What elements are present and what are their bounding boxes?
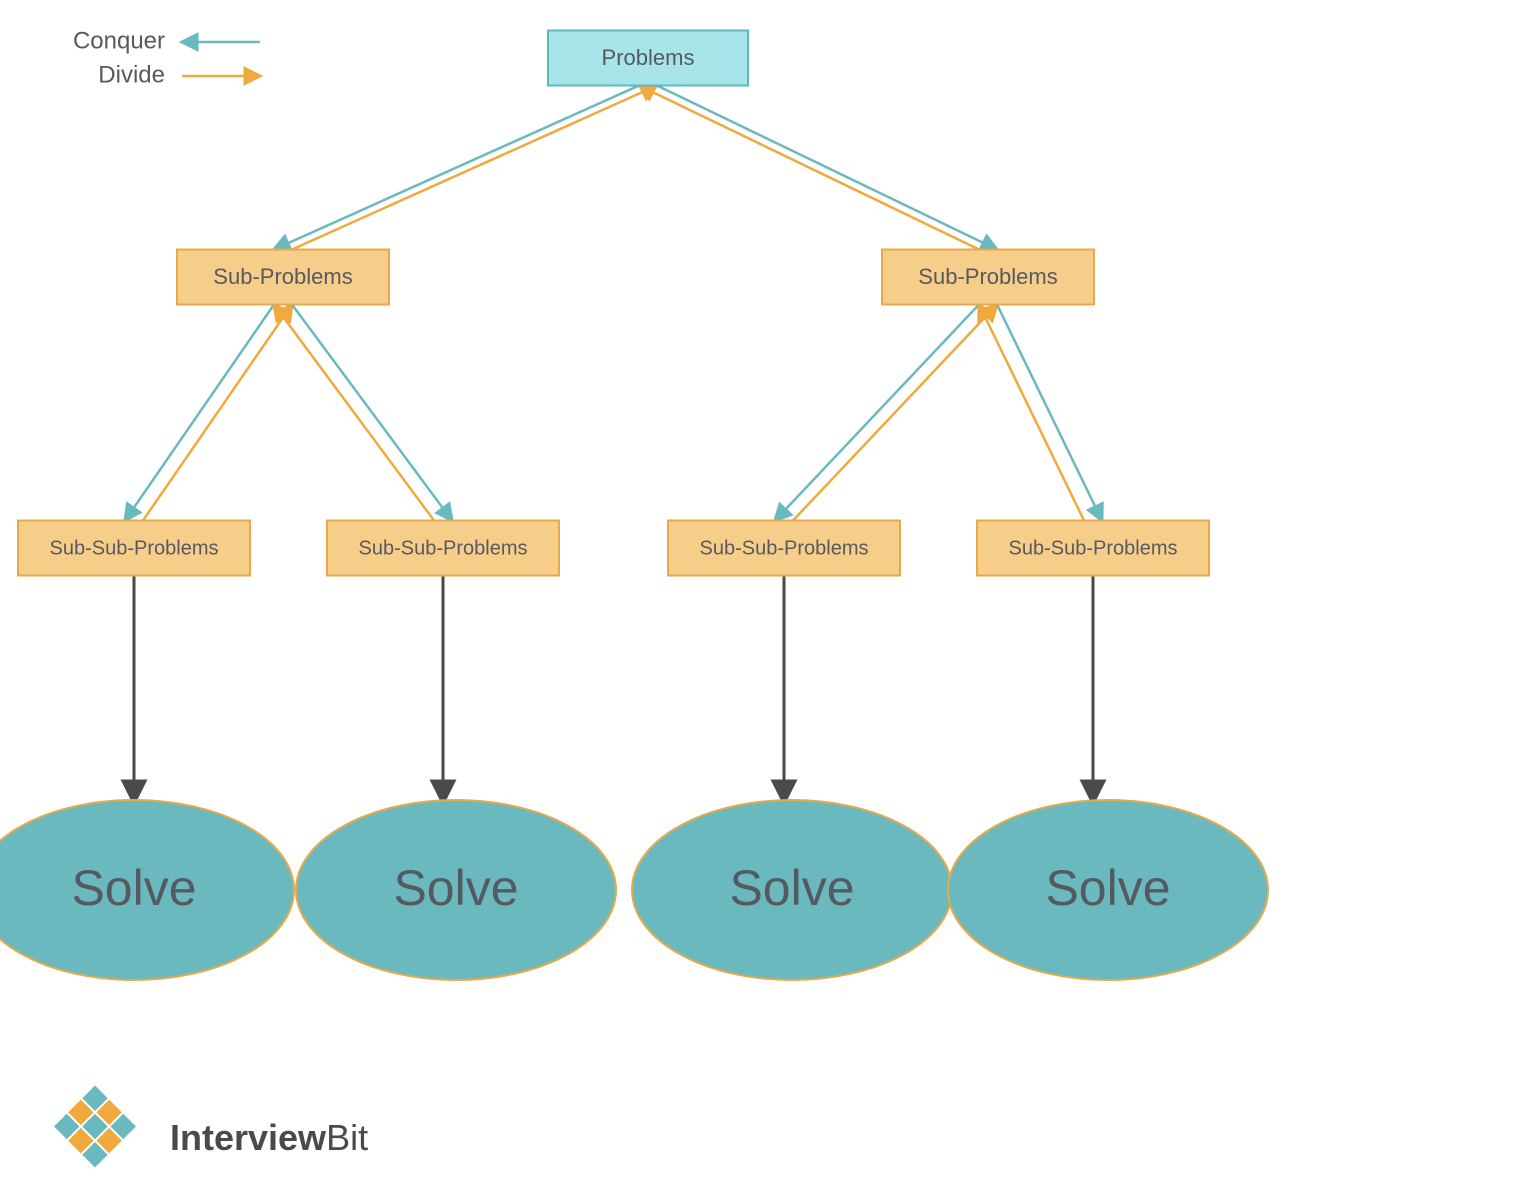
edge-conquer-sub_r-ss_3 xyxy=(775,305,979,521)
edge-conquer-sub_r-ss_4 xyxy=(997,305,1102,521)
brand-text-light: Bit xyxy=(326,1117,368,1158)
edge-divide-sub_l-ss_2 xyxy=(274,305,434,521)
edge-divide-sub_r-ss_3 xyxy=(793,305,997,521)
node-ss_2-label: Sub-Sub-Problems xyxy=(359,537,528,559)
legend-conquer-label: Conquer xyxy=(73,27,165,54)
brand-logo-icon xyxy=(54,1086,136,1168)
legend: Conquer Divide xyxy=(73,27,260,88)
divide-and-conquer-diagram: Problems Sub-Problems Sub-Problems Sub-Sub-… xyxy=(0,0,1536,1198)
legend-divide-label: Divide xyxy=(98,61,165,88)
node-solve_2-label: Solve xyxy=(393,860,518,916)
node-sub_r-label: Sub-Problems xyxy=(918,264,1057,289)
edge-divide-root-sub_l xyxy=(292,86,657,250)
node-ss_3-label: Sub-Sub-Problems xyxy=(700,537,869,559)
edge-divide-sub_r-ss_4 xyxy=(979,305,1084,521)
node-root-label: Problems xyxy=(602,45,695,70)
node-sub_l-label: Sub-Problems xyxy=(213,264,352,289)
node-ss_4-label: Sub-Sub-Problems xyxy=(1009,537,1178,559)
edge-conquer-root-sub_l xyxy=(274,86,639,250)
edge-conquer-root-sub_r xyxy=(657,86,997,250)
edge-conquer-sub_l-ss_2 xyxy=(292,305,452,521)
node-solve_1-label: Solve xyxy=(71,860,196,916)
node-solve_4-label: Solve xyxy=(1045,860,1170,916)
brand-text: InterviewBit xyxy=(170,1117,368,1158)
node-ss_1-label: Sub-Sub-Problems xyxy=(50,537,219,559)
edge-divide-root-sub_r xyxy=(639,86,979,250)
edge-conquer-sub_l-ss_1 xyxy=(125,305,274,521)
brand-logo: InterviewBit xyxy=(54,1086,368,1168)
edges-layer xyxy=(125,86,1102,803)
brand-text-bold: Interview xyxy=(170,1117,327,1158)
node-solve_3-label: Solve xyxy=(729,860,854,916)
edge-divide-sub_l-ss_1 xyxy=(143,305,292,521)
